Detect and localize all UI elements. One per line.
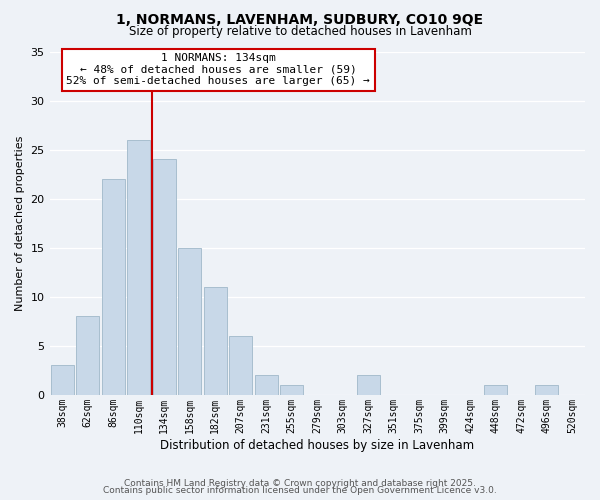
Bar [76,316,99,394]
Bar [484,384,507,394]
Bar [357,375,380,394]
Text: 1, NORMANS, LAVENHAM, SUDBURY, CO10 9QE: 1, NORMANS, LAVENHAM, SUDBURY, CO10 9QE [116,12,484,26]
Bar [204,286,227,395]
X-axis label: Distribution of detached houses by size in Lavenham: Distribution of detached houses by size … [160,440,475,452]
Text: Size of property relative to detached houses in Lavenham: Size of property relative to detached ho… [128,25,472,38]
Bar [51,365,74,394]
Bar [255,375,278,394]
Y-axis label: Number of detached properties: Number of detached properties [15,136,25,310]
Bar [280,384,303,394]
Bar [102,179,125,394]
Bar [153,160,176,394]
Bar [178,248,201,394]
Bar [535,384,558,394]
Bar [127,140,150,394]
Text: Contains public sector information licensed under the Open Government Licence v3: Contains public sector information licen… [103,486,497,495]
Text: 1 NORMANS: 134sqm
← 48% of detached houses are smaller (59)
52% of semi-detached: 1 NORMANS: 134sqm ← 48% of detached hous… [67,53,370,86]
Text: Contains HM Land Registry data © Crown copyright and database right 2025.: Contains HM Land Registry data © Crown c… [124,478,476,488]
Bar [229,336,252,394]
